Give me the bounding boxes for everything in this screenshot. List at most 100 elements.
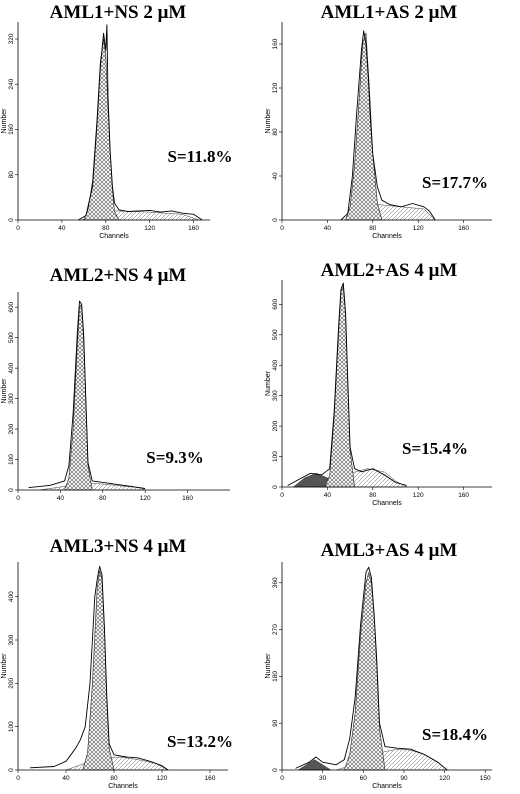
x-tick-label: 0 [280,225,284,232]
x-axis-label: Channels [372,233,402,240]
y-tick-label: 80 [272,128,279,136]
y-tick-label: 400 [272,359,279,370]
y-tick-label: 100 [8,721,15,732]
x-tick-label: 40 [324,225,332,232]
y-tick-label: 80 [8,171,15,179]
series-g1-peak [324,285,355,488]
y-tick-label: 180 [272,671,279,682]
x-tick-label: 80 [369,492,377,499]
y-tick-label: 500 [272,329,279,340]
series-g1-peak [345,32,383,221]
x-axis-label: Channels [372,783,402,790]
y-tick-label: 0 [272,218,279,222]
y-axis-label: Number [265,370,272,396]
x-tick-label: 160 [205,775,216,782]
series-s-phase [65,756,169,771]
y-tick-label: 270 [272,624,279,635]
y-tick-label: 200 [272,420,279,431]
histogram-panel: AML2+AS 4 μM 0 40 80 120 160 0 100 200 300 400 500 6… [265,260,492,507]
panel-title: AML1+NS 2 μM [50,2,187,23]
y-tick-label: 500 [8,332,15,343]
y-tick-label: 0 [8,218,15,222]
panel-title: AML3+AS 4 μM [321,540,458,561]
panel-title: AML1+AS 2 μM [321,2,458,23]
y-tick-label: 200 [8,423,15,434]
panel-title: AML3+NS 4 μM [50,536,187,557]
series-histogram [295,566,448,771]
x-tick-label: 0 [280,492,284,499]
x-tick-label: 0 [16,225,20,232]
s-phase-label: S=13.2% [167,732,233,751]
s-phase-label: S=11.8% [168,147,233,166]
series-histogram [78,24,203,221]
y-tick-label: 360 [272,577,279,588]
y-tick-label: 0 [8,488,15,492]
s-phase-label: S=9.3% [146,448,203,467]
x-tick-label: 30 [319,775,327,782]
x-axis-label: Channels [372,500,402,507]
histogram-panel: AML1+AS 2 μM 0 40 80 120 160 0 40 80 120 160 Number… [265,2,492,240]
y-tick-label: 0 [8,768,15,772]
x-tick-label: 120 [413,225,424,232]
y-tick-label: 0 [272,768,279,772]
s-phase-label: S=15.4% [402,439,468,458]
x-tick-label: 60 [360,775,368,782]
x-tick-label: 90 [400,775,408,782]
y-tick-label: 400 [8,591,15,602]
x-tick-label: 160 [188,225,199,232]
y-tick-label: 600 [8,301,15,312]
y-tick-label: 300 [8,393,15,404]
y-tick-label: 100 [8,454,15,465]
histogram-panel: AML3+AS 4 μM 0 30 60 90 120 150 0 90 180 270 360 Num… [265,540,492,790]
series-histogram [287,282,408,486]
x-tick-label: 120 [140,495,151,502]
y-tick-label: 240 [8,78,15,89]
x-tick-label: 160 [182,495,193,502]
x-tick-label: 40 [62,775,70,782]
y-tick-label: 40 [272,172,279,180]
y-tick-label: 0 [272,485,279,489]
x-tick-label: 80 [110,775,118,782]
x-tick-label: 120 [439,775,450,782]
y-axis-label: Number [265,108,272,134]
x-tick-label: 40 [58,225,66,232]
x-tick-label: 150 [480,775,491,782]
series-histogram [28,300,146,489]
x-tick-label: 120 [157,775,168,782]
panel-title: AML2+AS 4 μM [321,260,458,281]
histogram-panel: AML2+NS 4 μM 0 40 80 120 160 0 100 200 300 400 500 6… [1,265,230,502]
series-histogram [29,565,169,771]
x-tick-label: 120 [413,492,424,499]
y-tick-label: 90 [272,719,279,727]
histogram-panel: AML3+NS 4 μM 0 40 80 120 160 0 100 200 300 400 Numb… [1,536,233,790]
y-tick-label: 120 [272,82,279,93]
x-tick-label: 40 [324,492,332,499]
series-histogram [340,30,436,221]
y-tick-label: 200 [8,678,15,689]
y-tick-label: 600 [272,299,279,310]
y-tick-label: 160 [8,124,15,135]
series-g1-peak [344,572,386,771]
y-tick-label: 160 [272,38,279,49]
panel-title: AML2+NS 4 μM [50,265,187,286]
y-tick-label: 100 [272,451,279,462]
histogram-panel: AML1+NS 2 μM 0 40 80 120 160 0 80 160 240 320 Numbe… [1,2,232,240]
y-axis-label: Number [1,108,8,134]
x-tick-label: 80 [99,495,107,502]
x-tick-label: 120 [144,225,155,232]
x-tick-label: 0 [280,775,284,782]
x-axis-label: Channels [108,783,138,790]
x-tick-label: 0 [16,495,20,502]
s-phase-label: S=17.7% [422,173,488,192]
y-axis-label: Number [1,378,8,404]
x-tick-label: 80 [102,225,110,232]
x-tick-label: 160 [458,492,469,499]
y-tick-label: 300 [8,634,15,645]
y-tick-label: 320 [8,33,15,44]
y-axis-label: Number [265,653,272,679]
x-tick-label: 40 [57,495,65,502]
s-phase-label: S=18.4% [422,725,488,744]
x-tick-label: 0 [16,775,20,782]
y-axis-label: Number [1,653,8,679]
